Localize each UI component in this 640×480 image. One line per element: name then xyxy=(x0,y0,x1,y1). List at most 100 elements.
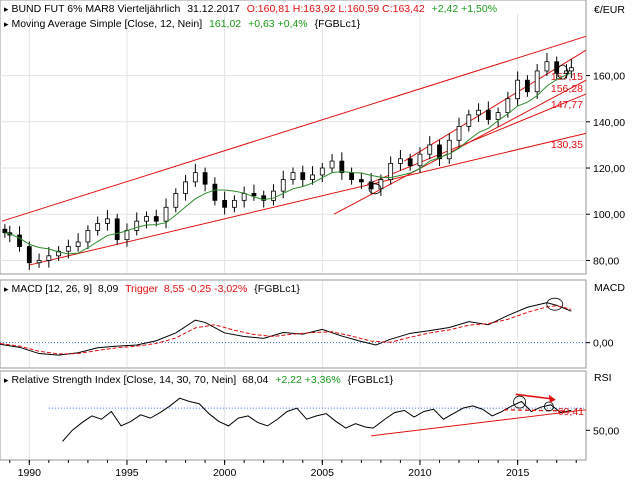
x-tick-label-1995: 1995 xyxy=(115,467,139,479)
candle-body xyxy=(17,234,22,247)
candle-body xyxy=(163,206,169,222)
header-change: +2,42 +1,50% xyxy=(432,3,497,15)
candle-body xyxy=(358,179,364,183)
macd-layer xyxy=(0,297,586,356)
candle-body xyxy=(56,250,61,257)
level-label-1: 156,28 xyxy=(551,83,583,95)
candle-body xyxy=(417,153,423,167)
candle-body xyxy=(437,144,442,160)
macd-unit-label: MACD xyxy=(594,282,625,294)
candle-body xyxy=(564,70,569,74)
y-label-rsi-50: 50,00 xyxy=(593,425,619,437)
candle-body xyxy=(319,167,325,176)
candle-body xyxy=(75,241,81,247)
candle-body xyxy=(153,216,159,222)
x-tick-label-2015: 2015 xyxy=(506,467,530,479)
x-tick-label-2010: 2010 xyxy=(408,467,432,479)
candle-body xyxy=(456,126,462,141)
ma-menu-glyph[interactable]: ▸ xyxy=(4,19,9,29)
candle-body xyxy=(300,172,306,180)
rsi-label: Relative Strength Index [Close, 14, 30, … xyxy=(11,374,236,386)
candle-body xyxy=(554,61,560,74)
candle-body xyxy=(173,193,179,208)
y-label-price-140: 140,00 xyxy=(593,117,625,129)
ma-value: 161,02 xyxy=(209,18,241,30)
rsi-level-label: 69,41 xyxy=(558,406,584,418)
candle-body xyxy=(65,246,71,252)
trigger-value: 8,55 -0,25 -3,02% xyxy=(164,283,247,295)
moving-average-line xyxy=(4,72,572,255)
rsi-support-line xyxy=(371,409,587,437)
price-menu-glyph[interactable]: ▸ xyxy=(4,4,9,14)
ma-header: ▸ Moving Average Simple [Close, 12, Nein… xyxy=(4,18,361,30)
ma-change: +0,63 +0,4% xyxy=(248,18,308,30)
ma-label: Moving Average Simple [Close, 12, Nein] xyxy=(11,18,202,30)
candle-body xyxy=(544,61,550,72)
rsi-highlight-circle-left xyxy=(513,395,526,409)
x-tick-label-2005: 2005 xyxy=(311,467,335,479)
trigger-label: Trigger xyxy=(125,283,158,295)
level-label-0: 157,15 xyxy=(551,71,583,83)
candle-body xyxy=(280,179,286,192)
candle-body xyxy=(446,139,452,160)
candle-body xyxy=(485,109,491,120)
candle-body xyxy=(114,218,120,241)
rsi-highlight-circle-right xyxy=(543,401,554,412)
x-tick-label-1990: 1990 xyxy=(18,467,42,479)
rsi-arrow-shaft xyxy=(515,393,551,400)
candle-body xyxy=(568,67,574,72)
level-label-3: 130,35 xyxy=(551,139,583,151)
rsi-menu-glyph[interactable]: ▸ xyxy=(4,375,9,385)
macd-ric: {FGBLc1} xyxy=(254,283,300,295)
candle-body xyxy=(349,172,355,180)
candle-body xyxy=(495,112,501,120)
candle-body xyxy=(192,172,198,183)
candle-body xyxy=(85,230,91,243)
candle-body xyxy=(534,70,540,93)
grid-layer xyxy=(0,14,586,459)
channel-upper-line xyxy=(1,35,587,222)
macd-header: ▸ MACD [12, 26, 9] 8,09 Trigger 8,55 -0,… xyxy=(4,283,300,295)
candle-body xyxy=(339,160,345,174)
price-unit-label: €/EUR xyxy=(594,4,625,16)
candle-body xyxy=(124,230,130,241)
price-header: ▸ BUND FUT 6% MAR8 Vierteljährlich 31.12… xyxy=(4,3,497,15)
candle-body xyxy=(36,260,42,264)
header-ohlc: O:160,81 H:163,92 L:160,59 C:163,42 xyxy=(247,3,425,15)
y-label-price-100: 100,00 xyxy=(593,209,625,221)
x-tick-label-2000: 2000 xyxy=(213,467,237,479)
candle-body xyxy=(466,114,472,127)
candle-body xyxy=(241,193,247,201)
candle-body xyxy=(407,158,413,167)
candle-body xyxy=(222,199,228,208)
candle-body xyxy=(134,220,140,231)
candle-body xyxy=(329,160,335,169)
price-highlight-circle-right xyxy=(557,64,568,80)
candle-body xyxy=(144,216,149,222)
candle-body xyxy=(525,79,530,93)
candle-body xyxy=(271,190,276,201)
rsi-ric: {FGBLc1} xyxy=(348,374,394,386)
candle-body xyxy=(515,79,521,100)
price-highlight-circle xyxy=(368,183,382,195)
candle-body xyxy=(290,172,296,180)
channel-support-line xyxy=(29,132,587,266)
trigger-line xyxy=(0,305,572,355)
rsi-panel-frame xyxy=(0,370,587,461)
channel-lower-line xyxy=(367,93,587,185)
ma-ric: {FGBLc1} xyxy=(315,18,361,30)
rsi-change: +2,22 +3,36% xyxy=(275,374,340,386)
price-layer: 157,15156,28 147,77 130,35 xyxy=(1,35,587,270)
macd-menu-glyph[interactable]: ▸ xyxy=(4,284,9,294)
candle-body xyxy=(476,109,481,116)
macd-value: 8,09 xyxy=(98,283,119,295)
candle-body xyxy=(212,183,218,201)
candle-body xyxy=(95,223,101,231)
candle-body xyxy=(310,174,315,180)
candle-body xyxy=(231,199,237,208)
rsi-unit-label: RSI xyxy=(594,372,612,384)
candle-body xyxy=(46,255,52,261)
candle-body xyxy=(388,162,394,180)
candle-body xyxy=(202,172,208,185)
